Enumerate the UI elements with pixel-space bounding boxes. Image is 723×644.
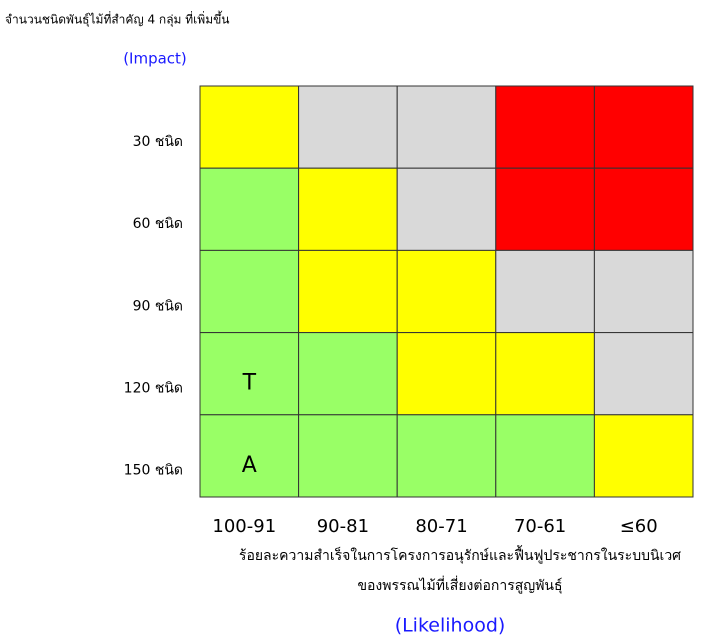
cell [593, 332, 694, 416]
row-label: 150 ชนิด [124, 463, 183, 479]
title: จำนวนชนิดพันธุ์ไม้ที่สำคัญ 4 กลุ่ม ที่เพ… [5, 11, 230, 28]
cell [396, 332, 497, 416]
column-label: 70-61 [514, 516, 566, 537]
x-axis-label: ร้อยละความสำเร็จในการโครงการอนุรักษ์และฟ… [239, 545, 681, 564]
column-label: 90-81 [317, 516, 369, 537]
cell-text: T [242, 371, 257, 396]
cell [593, 249, 694, 334]
cell [593, 414, 694, 498]
cell [396, 249, 497, 334]
row-label: 90 ชนิด [133, 298, 183, 314]
cell [199, 167, 300, 251]
cell [298, 332, 398, 416]
cell [593, 85, 694, 169]
column-label: ≤60 [620, 516, 658, 537]
cell [396, 85, 497, 169]
cell [298, 414, 398, 498]
cell [495, 249, 595, 334]
row-label: 30 ชนิด [133, 134, 183, 150]
x-axis-sublabel: (Likelihood) [395, 615, 506, 637]
row-label: 60 ชนิด [133, 216, 183, 232]
row-label: 120 ชนิด [124, 380, 183, 396]
column-label: 100-91 [212, 516, 276, 537]
cell [495, 167, 595, 251]
cell [495, 414, 595, 498]
cell-text: A [242, 453, 257, 478]
cell [396, 414, 497, 498]
cell [298, 85, 398, 169]
cell [593, 167, 694, 251]
cell [199, 414, 300, 498]
cell [495, 85, 595, 169]
column-label: 80-71 [415, 516, 467, 537]
y-axis-label: (Impact) [123, 50, 187, 68]
cell [199, 85, 300, 169]
cell [199, 332, 300, 416]
cell [199, 249, 300, 334]
cell [495, 332, 595, 416]
x-axis-label: ของพรรณไม้ที่เสี่ยงต่อการสูญพันธุ์ [357, 576, 562, 594]
cell [298, 167, 398, 251]
cell [396, 167, 497, 251]
cell [298, 249, 398, 334]
